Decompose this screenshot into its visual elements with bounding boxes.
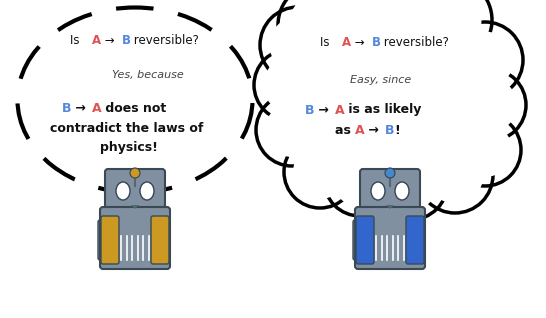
Circle shape [379, 208, 390, 218]
Circle shape [367, 0, 442, 43]
Text: B: B [305, 103, 314, 116]
Text: A: A [92, 33, 101, 46]
Circle shape [260, 7, 336, 83]
Circle shape [458, 123, 512, 177]
Circle shape [270, 17, 327, 73]
Text: Easy, since: Easy, since [350, 75, 411, 85]
Circle shape [426, 147, 484, 204]
Text: Yes, because: Yes, because [112, 70, 184, 80]
Text: physics!: physics! [100, 142, 158, 155]
Circle shape [463, 78, 517, 132]
Text: →: → [364, 123, 383, 136]
Circle shape [130, 168, 140, 178]
Text: A: A [92, 101, 102, 114]
Circle shape [385, 168, 395, 178]
Circle shape [288, 0, 352, 57]
FancyBboxPatch shape [154, 220, 170, 260]
Circle shape [256, 94, 328, 166]
Circle shape [312, 0, 408, 58]
Text: as: as [335, 123, 355, 136]
Text: →: → [314, 103, 333, 116]
Circle shape [324, 0, 396, 46]
Text: contradict the laws of: contradict the laws of [50, 121, 203, 135]
Polygon shape [386, 205, 394, 209]
Ellipse shape [395, 182, 409, 200]
Text: Is: Is [320, 36, 333, 49]
FancyBboxPatch shape [406, 216, 424, 264]
Text: A: A [342, 36, 351, 49]
FancyBboxPatch shape [409, 220, 425, 260]
Text: →: → [101, 33, 118, 46]
Circle shape [355, 0, 455, 55]
Circle shape [333, 153, 387, 207]
Circle shape [293, 145, 347, 199]
Circle shape [382, 154, 438, 211]
Circle shape [456, 31, 513, 88]
Circle shape [417, 137, 493, 213]
Circle shape [254, 49, 326, 121]
Circle shape [447, 22, 523, 98]
Circle shape [418, 0, 482, 52]
Ellipse shape [17, 8, 252, 192]
Text: reversible?: reversible? [130, 33, 199, 46]
Circle shape [454, 69, 526, 141]
Ellipse shape [140, 182, 154, 200]
FancyBboxPatch shape [98, 220, 114, 260]
Text: B: B [385, 123, 395, 136]
FancyBboxPatch shape [360, 169, 420, 213]
Text: B: B [62, 101, 72, 114]
Ellipse shape [293, 27, 488, 172]
Circle shape [265, 103, 319, 157]
FancyBboxPatch shape [101, 216, 119, 264]
Text: →: → [351, 36, 369, 49]
Text: B: B [122, 33, 131, 46]
Polygon shape [131, 205, 139, 209]
Circle shape [449, 114, 521, 186]
FancyBboxPatch shape [353, 220, 369, 260]
Circle shape [372, 144, 448, 220]
Text: A: A [335, 103, 345, 116]
Ellipse shape [285, 20, 495, 180]
Ellipse shape [116, 182, 130, 200]
FancyBboxPatch shape [151, 216, 169, 264]
Circle shape [278, 0, 362, 67]
Text: B: B [372, 36, 381, 49]
Text: reversible?: reversible? [380, 36, 449, 49]
Circle shape [380, 190, 396, 206]
Text: is as likely: is as likely [344, 103, 422, 116]
FancyBboxPatch shape [105, 169, 165, 213]
Text: does not: does not [101, 101, 166, 114]
Circle shape [284, 136, 356, 208]
Text: →: → [71, 101, 90, 114]
FancyBboxPatch shape [100, 207, 170, 269]
Circle shape [324, 144, 396, 216]
FancyBboxPatch shape [355, 207, 425, 269]
Text: !: ! [394, 123, 400, 136]
FancyBboxPatch shape [356, 216, 374, 264]
Text: A: A [355, 123, 365, 136]
Ellipse shape [371, 182, 385, 200]
Circle shape [263, 58, 317, 112]
Circle shape [408, 0, 492, 62]
Text: Is: Is [70, 33, 83, 46]
